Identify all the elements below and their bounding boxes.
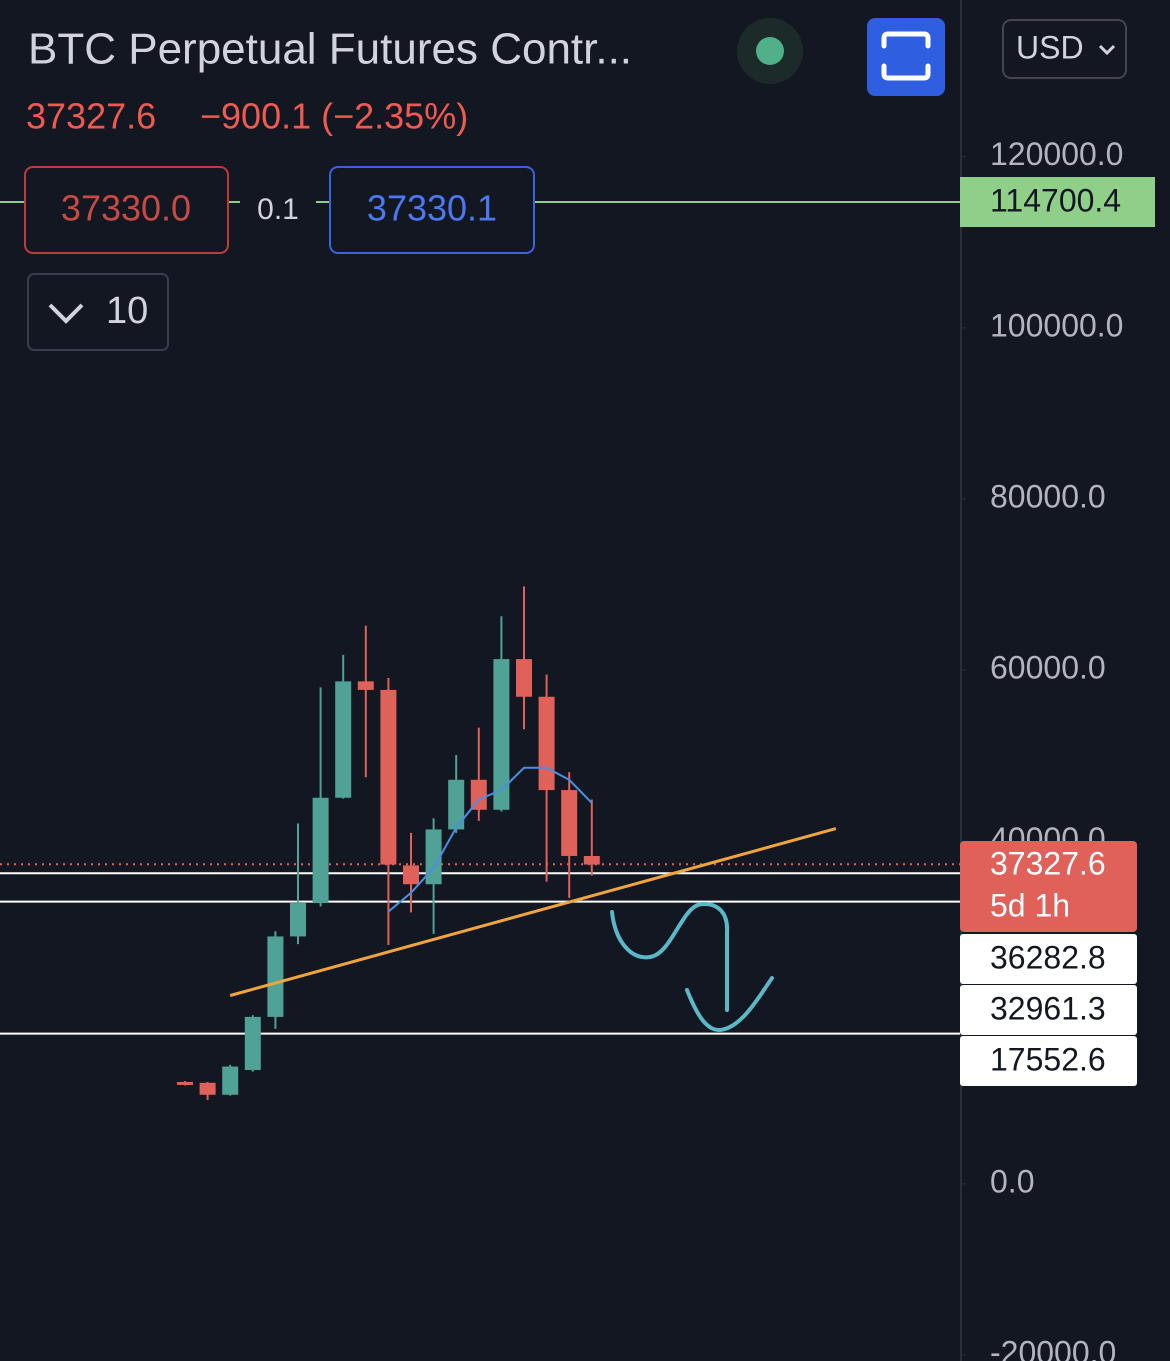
header: BTC Perpetual Futures Contr... USD 37327… <box>26 18 1127 137</box>
level-label: 114700.4 <box>990 182 1121 218</box>
candle-body <box>357 681 374 690</box>
candle-body <box>493 659 510 810</box>
y-tick-label: 120000.0 <box>990 136 1123 172</box>
candle-body <box>222 1066 239 1095</box>
chevron <box>48 303 84 324</box>
candle-body <box>267 936 284 1017</box>
candle-body <box>290 903 306 937</box>
price-axis: 120000.0100000.080000.060000.040000.00.0… <box>960 136 1155 1361</box>
level-badge <box>960 177 1155 228</box>
spread: 0.1 <box>257 193 299 226</box>
y-tick-label: 60000.0 <box>990 650 1106 686</box>
change: −900.1 (−2.35%) <box>200 96 468 137</box>
candle-body <box>583 855 600 865</box>
y-tick-label: 80000.0 <box>990 478 1106 514</box>
level-label: 36282.8 <box>990 939 1106 975</box>
candle-body <box>425 829 442 885</box>
quantity: 10 <box>106 290 148 332</box>
currency: USD <box>1016 29 1084 65</box>
level-label: 32961.3 <box>990 990 1106 1026</box>
order-controls: 37330.0 0.1 37330.1 10 <box>24 166 535 351</box>
bid-button[interactable] <box>24 166 229 254</box>
candle-body <box>199 1082 216 1095</box>
chevron <box>1098 44 1116 56</box>
candle-body <box>177 1081 193 1085</box>
countdown: 5d 1h <box>990 887 1070 923</box>
y-tick-label: -20000.0 <box>990 1334 1116 1361</box>
spread-bg <box>240 190 316 232</box>
y-tick-label: 0.0 <box>990 1163 1034 1199</box>
candle-body <box>312 797 329 904</box>
bid: 37330.0 <box>61 188 191 229</box>
moving-average <box>387 766 593 913</box>
last-price-label: 37327.6 <box>990 845 1106 881</box>
level-badge <box>960 985 1137 1035</box>
candle-body <box>244 1016 261 1070</box>
title: BTC Perpetual Futures Contr... <box>28 25 632 74</box>
plot <box>0 201 960 1100</box>
y-tick-label: 100000.0 <box>990 307 1123 343</box>
ask: 37330.1 <box>367 188 497 229</box>
candle-body <box>470 779 487 810</box>
level-badge <box>960 934 1137 984</box>
candle-body <box>448 779 465 830</box>
fullscreen-icon <box>881 31 931 81</box>
candle-body <box>380 689 397 865</box>
quantity-dropdown[interactable] <box>27 273 169 351</box>
fullscreen-button[interactable] <box>867 18 945 96</box>
level-label: 17552.6 <box>990 1041 1106 1077</box>
last-price-badge <box>960 841 1137 932</box>
candle-body <box>538 696 555 791</box>
candle-body <box>561 790 578 856</box>
candle-body <box>335 681 352 798</box>
drawing <box>610 901 774 1032</box>
candle-body <box>516 659 532 697</box>
status-dot <box>756 37 784 65</box>
level-badge <box>960 1036 1137 1086</box>
price: 37327.6 <box>26 96 156 137</box>
candle-body <box>403 865 419 885</box>
ask-button[interactable] <box>329 166 535 254</box>
currency-dropdown[interactable] <box>1002 19 1127 79</box>
trendline <box>229 827 837 997</box>
